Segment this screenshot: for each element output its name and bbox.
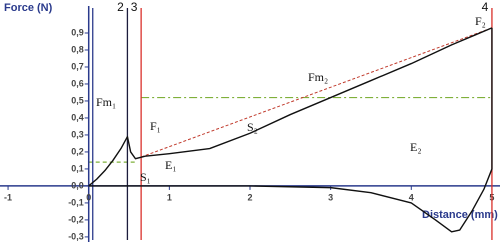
y-tick-label: 0,3 (71, 129, 84, 139)
y-tick-label: 0,9 (71, 27, 84, 37)
x-tick-label: -1 (4, 192, 12, 202)
data-line (88, 27, 493, 187)
annotation: E₂ (410, 140, 422, 154)
y-tick-label: 0,7 (71, 61, 84, 71)
x-axis-title: Distance (mm) (422, 209, 498, 221)
annotation: S₂ (247, 120, 258, 134)
x-tick-label: 2 (247, 192, 252, 202)
y-tick-label: 0,4 (71, 112, 84, 122)
y-tick-label: 0,6 (71, 78, 84, 88)
guide-line (140, 27, 493, 158)
x-tick-label: 3 (328, 192, 333, 202)
y-tick-label: 0,8 (71, 44, 84, 54)
y-axis-title: Force (N) (4, 2, 53, 14)
y-tick-label: -0,3 (68, 231, 84, 241)
annotation: S₁ (140, 170, 151, 184)
y-tick-label: 0,5 (71, 95, 84, 105)
y-tick-label: -0,1 (68, 197, 84, 207)
annotation: F₁ (150, 119, 161, 133)
y-tick-label: 0,2 (71, 146, 84, 156)
y-tick-label: 0,1 (71, 163, 84, 173)
y-tick-label: -0,2 (68, 214, 84, 224)
marker-label: 3 (131, 0, 138, 14)
data-line (88, 27, 493, 233)
annotation: Fm₁ (96, 95, 116, 109)
x-tick-label: 0 (86, 192, 91, 202)
y-tick-label: 0,0 (71, 180, 84, 190)
x-tick-label: 1 (167, 192, 172, 202)
x-tick-label: 4 (409, 192, 414, 202)
annotation: F₂ (475, 14, 486, 28)
annotation: Fm₂ (308, 70, 328, 84)
marker-label: 4 (482, 0, 489, 14)
marker-label: 2 (117, 0, 124, 14)
annotation: E₁ (165, 158, 177, 172)
